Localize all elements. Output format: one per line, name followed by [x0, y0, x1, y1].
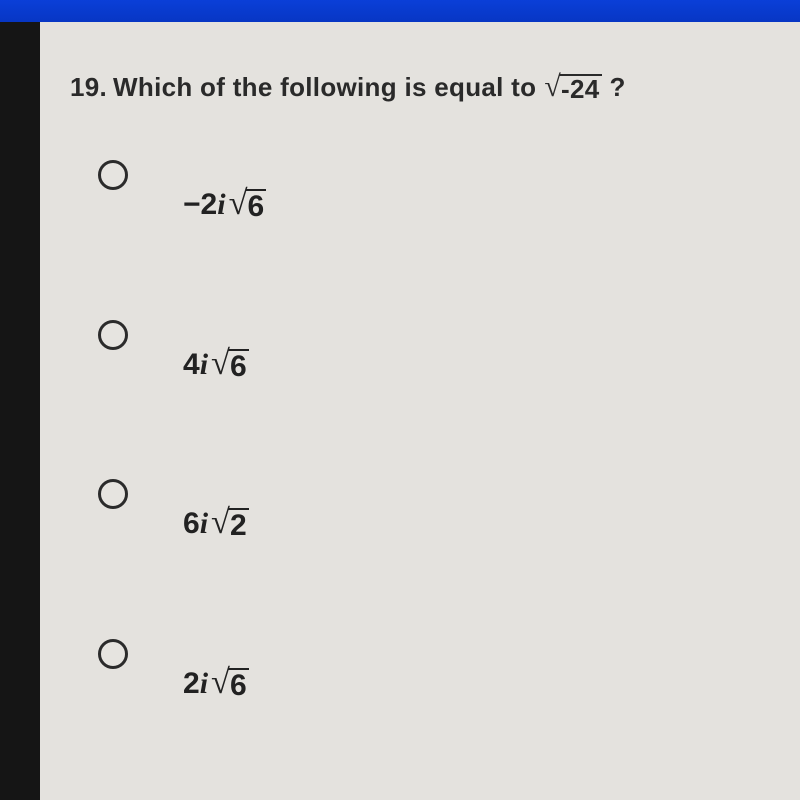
question-suffix: ? [610, 72, 626, 103]
question-number: 19. [70, 72, 107, 103]
sqrt-icon: √ 2 [211, 508, 249, 542]
option-a-label: − 2 i √ 6 [183, 188, 268, 223]
sqrt-icon: √ 6 [211, 349, 249, 383]
option-b[interactable]: 4 i √ 6 [98, 318, 770, 383]
options-list: − 2 i √ 6 4 i √ 6 [98, 158, 770, 701]
option-b-label: 4 i √ 6 [183, 348, 251, 383]
sqrt-expression: √ -24 [544, 74, 601, 103]
option-d-label: 2 i √ 6 [183, 667, 251, 702]
option-a[interactable]: − 2 i √ 6 [98, 158, 770, 223]
radio-b[interactable] [98, 320, 128, 350]
radio-c[interactable] [98, 479, 128, 509]
option-c-label: 6 i √ 2 [183, 507, 251, 542]
question-text: 19. Which of the following is equal to √… [70, 72, 770, 103]
sqrt-icon: √ 6 [229, 189, 267, 223]
question-page: 19. Which of the following is equal to √… [40, 22, 800, 800]
question-prompt: Which of the following is equal to [113, 72, 536, 103]
option-c[interactable]: 6 i √ 2 [98, 477, 770, 542]
radio-d[interactable] [98, 639, 128, 669]
radicand: -24 [559, 74, 601, 103]
title-bar [0, 0, 800, 22]
sqrt-icon: √ 6 [211, 668, 249, 702]
radio-a[interactable] [98, 160, 128, 190]
screen: 19. Which of the following is equal to √… [0, 0, 800, 800]
option-d[interactable]: 2 i √ 6 [98, 637, 770, 702]
